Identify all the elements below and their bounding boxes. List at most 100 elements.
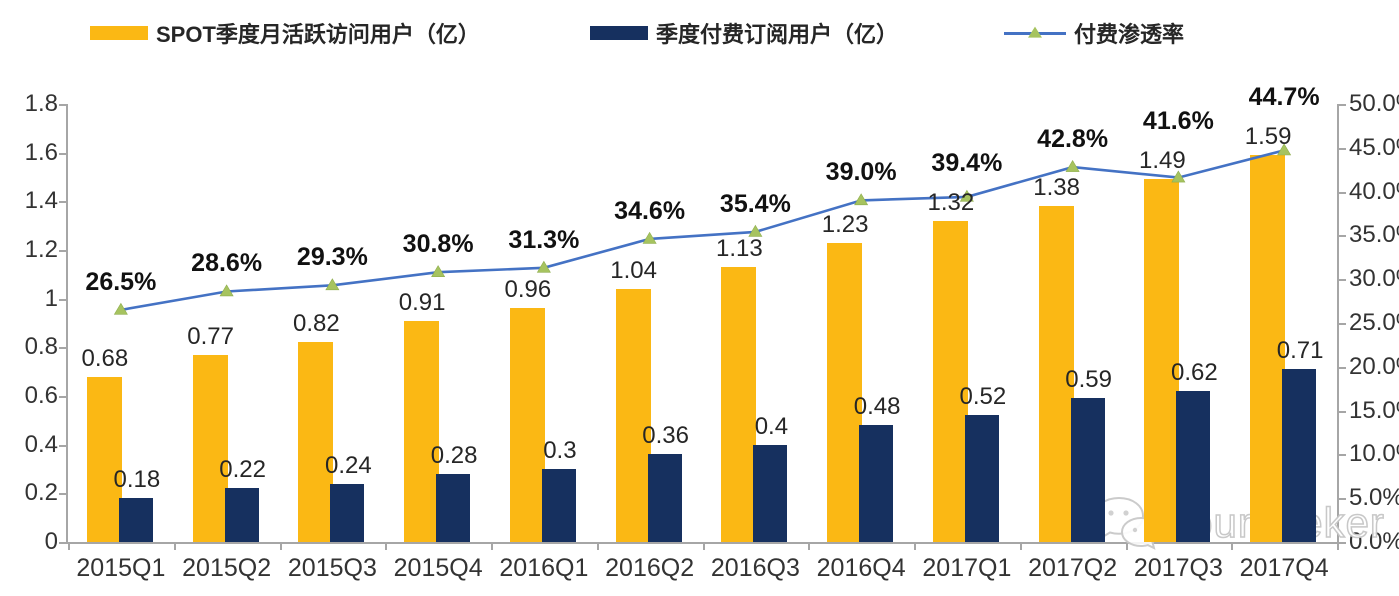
- mau-bar: [509, 308, 545, 542]
- y-axis-left-label: 0: [44, 528, 58, 555]
- y-axis-left-tick: [59, 396, 66, 398]
- mau-bar: [192, 354, 228, 542]
- x-axis-tick: [279, 544, 282, 550]
- subscribers-bar: [859, 425, 894, 542]
- mau-value-label: 0.96: [504, 276, 552, 304]
- subscribers-bar: [753, 444, 788, 542]
- subscribers-bar: [964, 415, 999, 542]
- x-axis-label: 2015Q1: [76, 554, 166, 582]
- triangle-marker-icon: [854, 193, 869, 206]
- mau-bar: [404, 320, 440, 542]
- subscribers-bar: [541, 469, 576, 542]
- penetration-value-label: 34.6%: [614, 196, 686, 225]
- x-axis-label: 2015Q3: [287, 554, 377, 582]
- penetration-line-swatch-icon: [1004, 26, 1066, 38]
- x-axis-tick: [491, 544, 493, 550]
- y-axis-right-label: 15.0%: [1349, 396, 1399, 424]
- mau-bar: [615, 288, 651, 542]
- mau-value-label: 1.32: [927, 188, 975, 216]
- y-axis-left-tick: [59, 250, 66, 252]
- triangle-marker-icon: [536, 260, 551, 273]
- subscribers-value-label: 0.71: [1276, 337, 1324, 365]
- subscribers-bar: [224, 488, 259, 542]
- legend-label-subscribers: 季度付费订阅用户（亿）: [656, 22, 899, 47]
- y-axis-right-label: 50.0%: [1349, 90, 1399, 117]
- x-axis-label: 2016Q4: [816, 554, 906, 582]
- subscribers-bar: [647, 454, 682, 542]
- y-axis-right-tick: [1339, 104, 1346, 106]
- y-axis-right-label: 30.0%: [1349, 265, 1399, 293]
- penetration-value-label: 42.8%: [1037, 125, 1109, 154]
- mau-value-label: 0.68: [81, 344, 129, 372]
- legend-item-penetration: 付费渗透率: [1004, 17, 1184, 49]
- subscribers-bar: [1070, 398, 1105, 542]
- triangle-marker-icon: [219, 284, 234, 297]
- penetration-value-label: 29.3%: [296, 243, 368, 272]
- y-axis-right-label: 20.0%: [1349, 352, 1399, 380]
- triangle-marker-icon: [1065, 159, 1080, 172]
- x-axis-tick: [914, 544, 916, 550]
- y-axis-left-tick: [59, 298, 66, 301]
- x-axis-tick: [596, 544, 599, 550]
- subscribers-value-label: 0.28: [430, 441, 478, 469]
- y-axis-right-tick: [1339, 410, 1346, 413]
- subscribers-bar: [1176, 391, 1211, 542]
- y-axis-left-label: 0.8: [24, 333, 58, 361]
- subscribers-bar: [1282, 369, 1317, 542]
- y-axis-left-label: 1.4: [24, 187, 58, 215]
- mau-value-label: 0.91: [398, 288, 446, 316]
- x-axis-tick: [702, 544, 705, 550]
- penetration-value-label: 31.3%: [508, 225, 580, 254]
- y-axis-right-tick: [1339, 191, 1346, 194]
- subscribers-value-label: 0.18: [113, 466, 161, 494]
- y-axis-right-label: 40.0%: [1349, 177, 1399, 205]
- y-axis-right-tick: [1339, 542, 1346, 544]
- legend-item-mau: SPOT季度月活跃访问用户（亿）: [90, 17, 480, 49]
- triangle-marker-icon: [642, 231, 657, 244]
- triangle-marker-icon: [1028, 26, 1042, 38]
- x-axis-label: 2016Q2: [605, 554, 695, 582]
- subscribers-value-label: 0.24: [325, 451, 372, 479]
- x-axis-label: 2017Q2: [1028, 554, 1118, 582]
- mau-value-label: 0.82: [293, 310, 340, 338]
- y-axis-right-line: [1337, 104, 1339, 544]
- mau-value-label: 1.49: [1139, 147, 1186, 175]
- subscribers-bar: [118, 498, 153, 542]
- mau-bar: [86, 376, 122, 542]
- y-axis-right-tick: [1339, 454, 1346, 457]
- penetration-value-label: 41.6%: [1142, 107, 1214, 136]
- y-axis-right-tick: [1339, 147, 1346, 150]
- y-axis-left-label: 1.2: [24, 236, 58, 263]
- x-axis-label: 2017Q1: [922, 554, 1012, 582]
- y-axis-right-tick: [1339, 279, 1346, 282]
- mau-bar: [721, 267, 757, 542]
- subscribers-value-label: 0.36: [642, 422, 689, 450]
- x-axis-label: 2016Q3: [710, 554, 800, 582]
- penetration-value-label: 26.5%: [85, 267, 157, 296]
- mau-value-label: 1.38: [1033, 174, 1080, 202]
- y-axis-left-tick: [59, 152, 66, 155]
- x-axis-label: 2016Q1: [499, 554, 589, 582]
- mau-value-label: 1.04: [610, 256, 657, 284]
- y-axis-right-tick: [1339, 235, 1346, 238]
- mau-value-label: 1.23: [821, 210, 869, 238]
- x-axis-tick: [1337, 544, 1339, 550]
- subscribers-value-label: 0.52: [959, 383, 1007, 411]
- mau-value-label: 1.59: [1244, 123, 1292, 151]
- y-axis-left-label: 0.2: [24, 479, 58, 507]
- y-axis-left-label: 1.8: [24, 90, 58, 117]
- mau-bar: [932, 220, 968, 542]
- y-axis-right-label: 25.0%: [1349, 309, 1399, 336]
- x-axis-line: [66, 542, 1339, 544]
- mau-bar-swatch-icon: [90, 26, 148, 40]
- y-axis-right-label: 10.0%: [1349, 440, 1399, 468]
- y-axis-left-label: 1: [44, 284, 58, 312]
- y-axis-right-tick: [1339, 323, 1346, 325]
- penetration-value-label: 39.0%: [825, 158, 897, 187]
- x-axis-tick: [1231, 544, 1234, 550]
- mau-bar: [298, 342, 334, 542]
- penetration-value-label: 28.6%: [191, 249, 263, 278]
- x-axis-label: 2017Q4: [1239, 554, 1329, 582]
- y-axis-right-label: 0.0%: [1349, 528, 1399, 555]
- penetration-value-label: 39.4%: [931, 148, 1003, 177]
